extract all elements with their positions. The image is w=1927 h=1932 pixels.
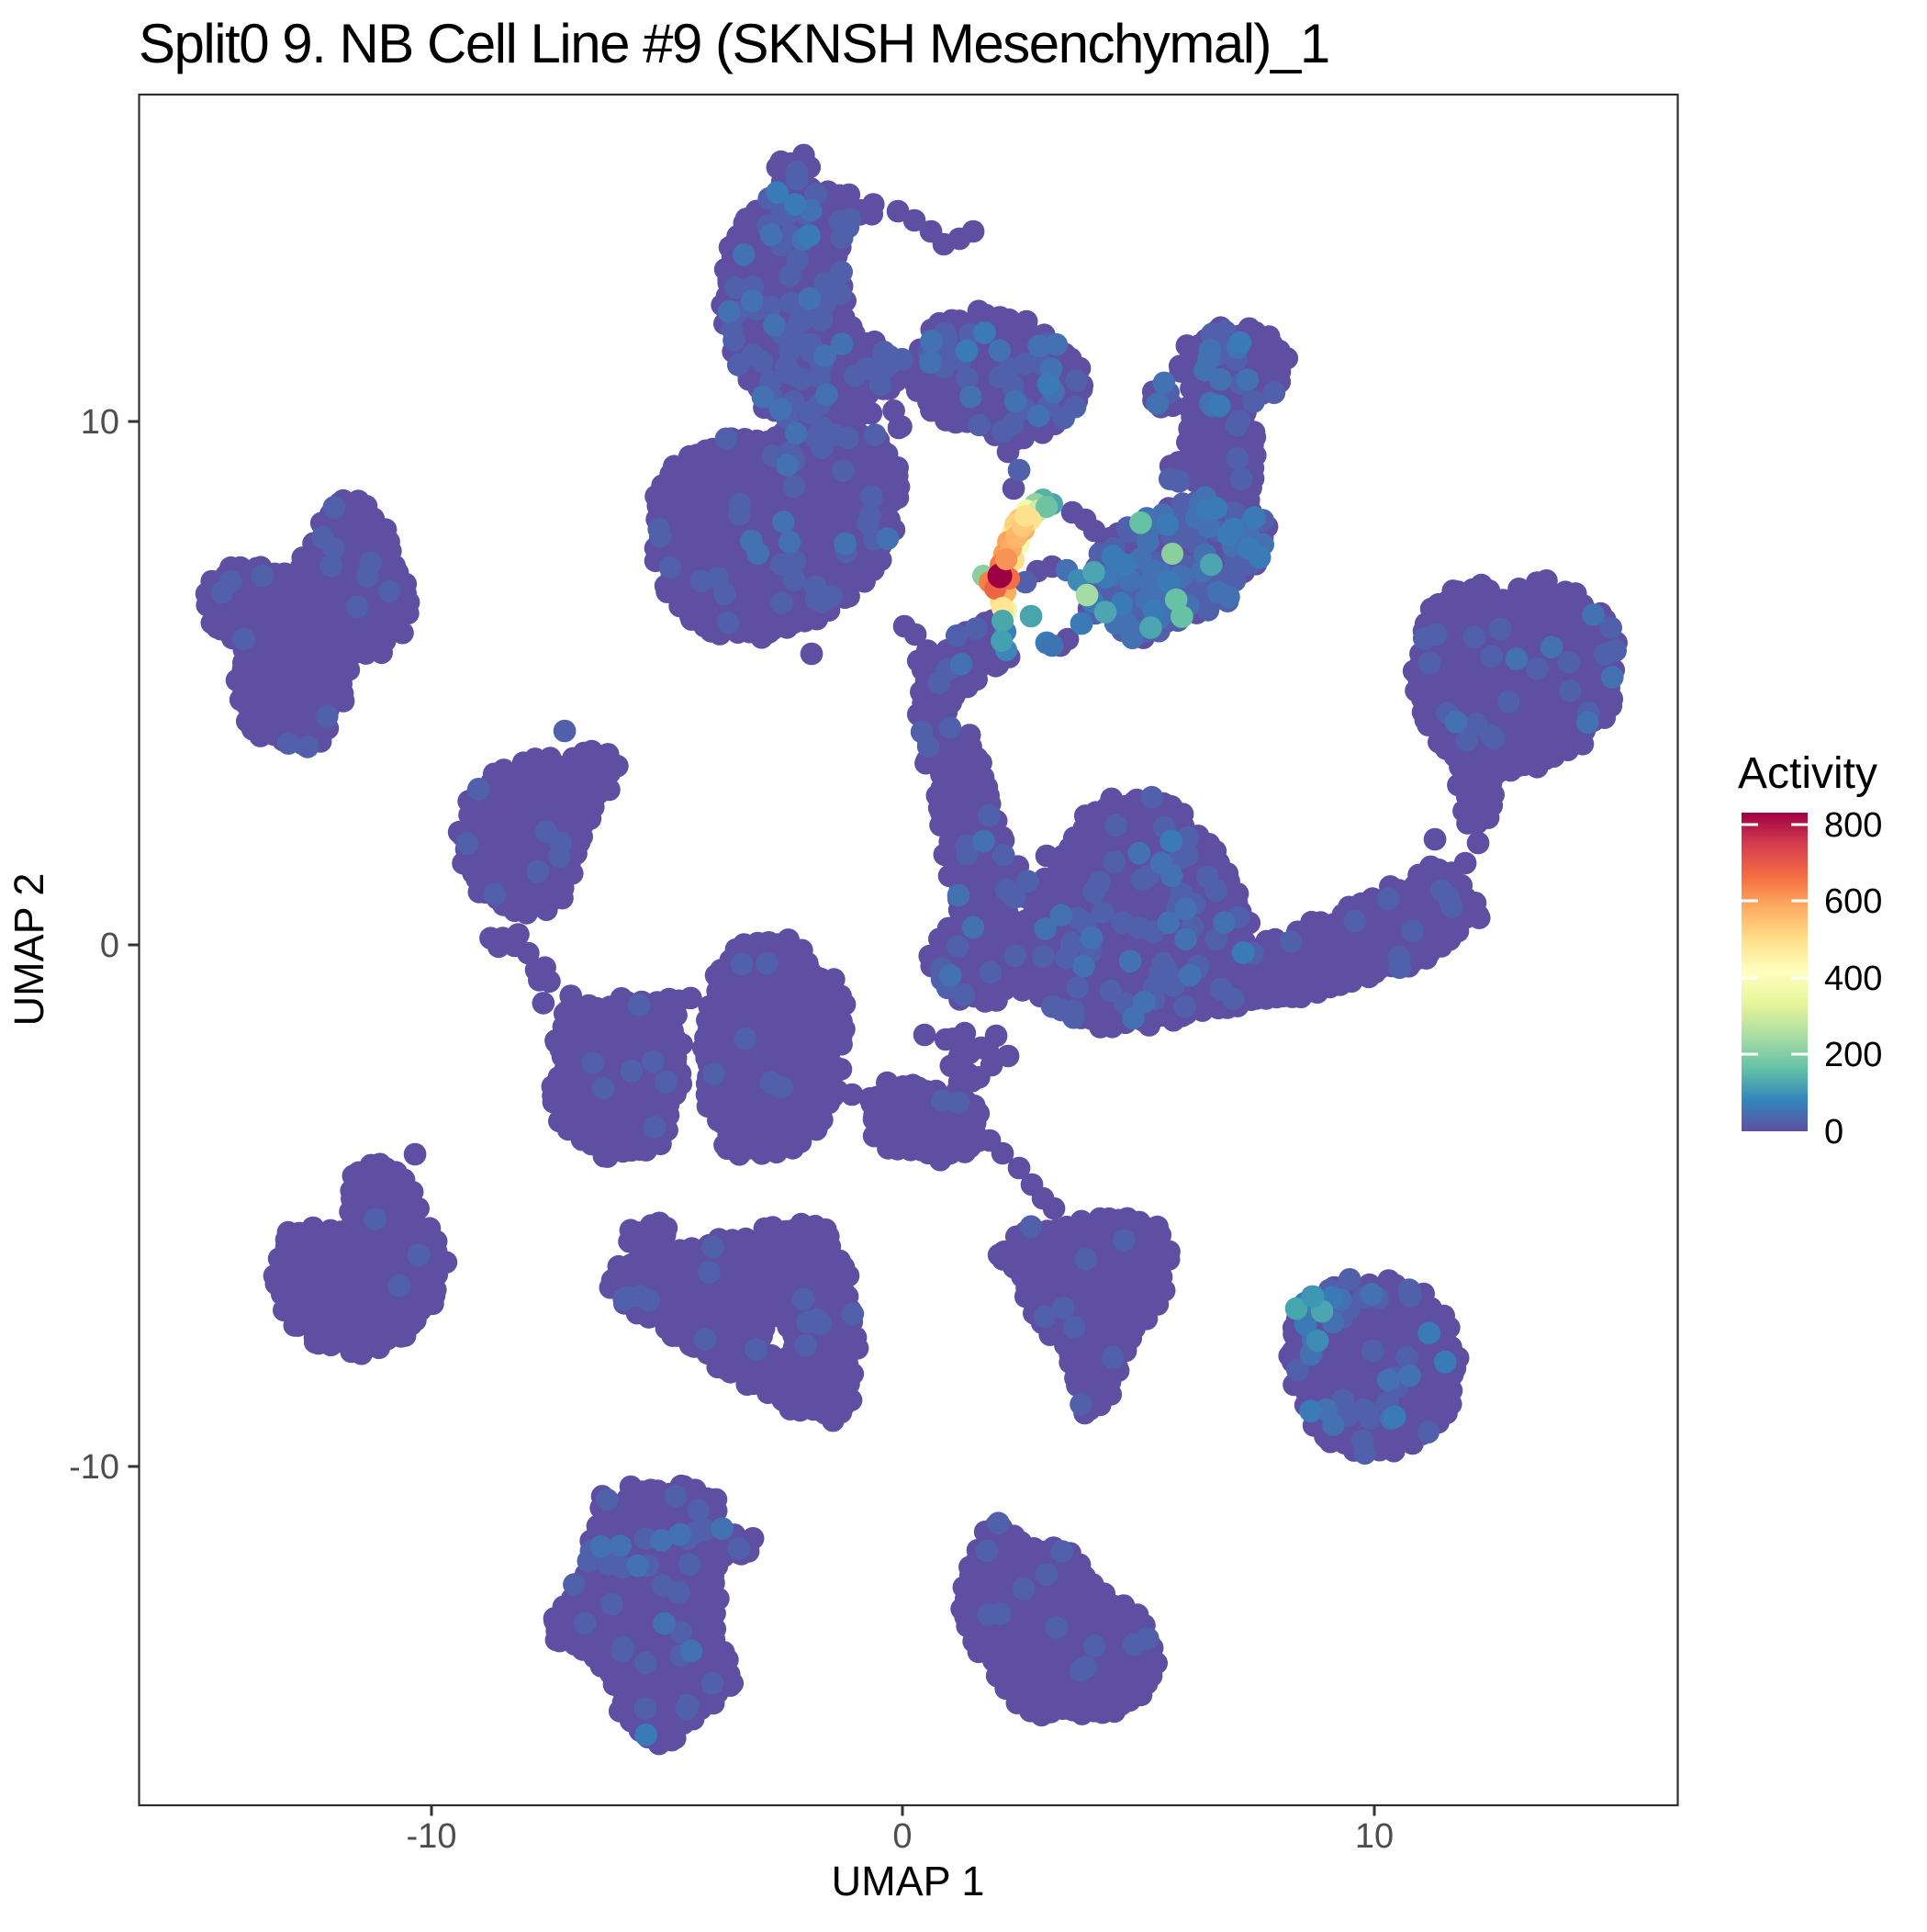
svg-text:Split0 9. NB Cell Line #9 (SKN: Split0 9. NB Cell Line #9 (SKNSH Mesench… [139,13,1329,74]
svg-text:0: 0 [892,1817,912,1856]
svg-text:0: 0 [100,927,119,965]
svg-text:-10: -10 [69,1448,119,1487]
svg-text:Activity: Activity [1738,749,1877,798]
svg-text:800: 800 [1824,806,1882,845]
svg-text:200: 200 [1824,1036,1882,1074]
svg-text:400: 400 [1824,960,1882,998]
svg-text:UMAP 2: UMAP 2 [6,873,52,1027]
svg-text:10: 10 [81,403,119,442]
svg-text:UMAP 1: UMAP 1 [832,1858,985,1904]
svg-text:10: 10 [1355,1817,1394,1856]
svg-text:600: 600 [1824,882,1882,921]
svg-text:-10: -10 [407,1817,457,1856]
svg-text:0: 0 [1824,1113,1843,1151]
